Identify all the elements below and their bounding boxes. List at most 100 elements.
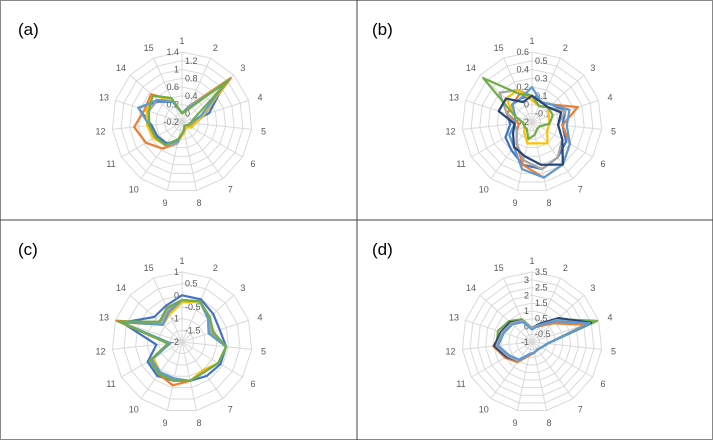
- axis-label: 11: [456, 379, 465, 389]
- spoke: [531, 277, 561, 343]
- tick-label: -0.5: [185, 302, 201, 312]
- tick-label: -0.5: [535, 329, 551, 339]
- axis-label: 15: [144, 43, 154, 53]
- spoke: [140, 341, 183, 399]
- gridline-ring: [508, 318, 556, 366]
- axis-label: 7: [228, 404, 233, 414]
- axis-label: 10: [479, 184, 489, 194]
- spoke: [140, 121, 183, 179]
- spoke: [181, 341, 198, 411]
- spoke: [181, 319, 249, 343]
- tick-label: 1.4: [166, 47, 179, 57]
- spoke: [181, 341, 243, 378]
- axis-label: 7: [578, 404, 583, 414]
- spoke: [129, 74, 183, 123]
- spoke: [531, 341, 602, 350]
- spoke: [531, 74, 585, 123]
- gridline-ring: [111, 51, 253, 191]
- axis-label: 2: [213, 43, 218, 53]
- axis-label: 4: [607, 93, 612, 103]
- series-line-green: [147, 78, 231, 147]
- panel-label-c: (c): [18, 240, 38, 259]
- tick-label: 0: [524, 100, 529, 110]
- series-line-lightblue: [508, 85, 571, 179]
- spoke: [503, 277, 533, 343]
- spoke: [153, 57, 183, 123]
- series-line-lightblue: [119, 298, 228, 382]
- spoke: [129, 294, 183, 343]
- tick-label: 1.2: [185, 56, 198, 66]
- gridline-ring: [137, 77, 227, 166]
- axis-label: 12: [95, 347, 105, 357]
- tick-label: 0.4: [185, 91, 198, 101]
- gridline-ring: [158, 318, 206, 366]
- axis-label: 8: [197, 418, 202, 428]
- axis-label: 4: [607, 313, 612, 323]
- gridline-ring: [477, 287, 587, 396]
- axis-label: 10: [129, 184, 139, 194]
- axis-label: 12: [445, 127, 455, 137]
- spoke: [166, 341, 183, 411]
- spoke: [531, 341, 574, 399]
- spoke: [531, 57, 561, 123]
- axis-label: 6: [251, 379, 256, 389]
- tick-label: 0.2: [516, 82, 529, 92]
- tick-label: 2.5: [535, 283, 548, 293]
- axis-label: 12: [445, 347, 455, 357]
- gridline-ring: [461, 51, 603, 191]
- tick-label: 0.5: [535, 314, 548, 324]
- axis-label: 14: [116, 283, 126, 293]
- tick-label: 1: [524, 306, 529, 316]
- series-line-green: [117, 298, 228, 382]
- axis-label: 3: [240, 283, 245, 293]
- tick-label: -0.1: [535, 108, 551, 118]
- axis-label: 10: [479, 404, 489, 414]
- axis-label: 2: [563, 43, 568, 53]
- tick-label: 2: [524, 290, 529, 300]
- axis-label: 5: [261, 127, 266, 137]
- axis-label: 8: [547, 418, 552, 428]
- axis-label: 15: [494, 43, 504, 53]
- gridline-ring: [155, 95, 209, 149]
- tick-label: 0.8: [185, 73, 198, 83]
- spoke: [471, 121, 533, 158]
- axis-label: 1: [529, 36, 534, 46]
- tick-label: 3: [524, 275, 529, 285]
- series-line-yellow: [504, 88, 551, 145]
- axis-label: 5: [611, 127, 616, 137]
- gridline-ring: [523, 333, 541, 351]
- series-line-lightblue: [496, 320, 591, 361]
- axis-label: 6: [601, 159, 606, 169]
- axis-label: 14: [466, 63, 476, 73]
- gridline-ring: [129, 68, 235, 174]
- tick-label: 0.5: [185, 279, 198, 289]
- axis-label: 12: [95, 127, 105, 137]
- axis-label: 4: [257, 313, 262, 323]
- tick-label: 0: [174, 290, 179, 300]
- tick-label: 0.2: [166, 100, 179, 110]
- axis-label: 13: [449, 313, 459, 323]
- axis-label: 9: [162, 198, 167, 208]
- axis-label: 15: [494, 263, 504, 273]
- gridline-ring: [470, 60, 594, 183]
- axis-label: 8: [197, 198, 202, 208]
- axis-label: 3: [590, 283, 595, 293]
- tick-label: 0.5: [535, 56, 548, 66]
- gridline-ring: [461, 271, 603, 411]
- spoke: [121, 121, 183, 158]
- axis-label: 7: [228, 184, 233, 194]
- spoke: [166, 121, 183, 191]
- tick-label: 1: [174, 267, 179, 277]
- spoke: [471, 341, 533, 378]
- tick-label: 0: [524, 321, 529, 331]
- tick-label: -0.2: [163, 117, 179, 127]
- axis-label: 1: [529, 256, 534, 266]
- axis-label: 6: [251, 159, 256, 169]
- spoke: [181, 121, 224, 179]
- spoke: [462, 121, 533, 130]
- tick-label: 0.1: [535, 91, 548, 101]
- panel-label-a: (a): [18, 20, 39, 39]
- axis-label: 9: [512, 418, 517, 428]
- gridline-ring: [120, 60, 244, 183]
